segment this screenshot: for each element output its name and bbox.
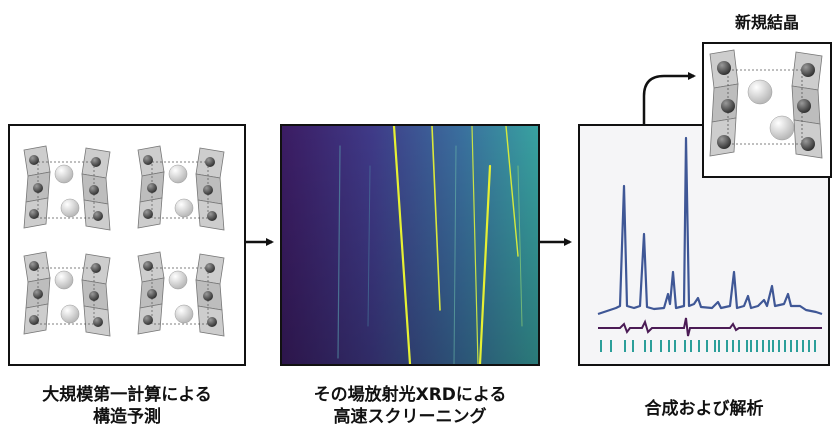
new-crystal-panel — [702, 42, 832, 178]
analysis-caption: 合成および解析 — [644, 399, 764, 419]
xrd-screening-panel — [280, 124, 540, 366]
new-crystal-caption: 新規結晶 — [734, 13, 799, 32]
xrd-peak-line — [431, 126, 441, 311]
curved-arrow-icon — [642, 72, 696, 124]
prediction-caption-line-1: 大規模第一計算による — [42, 385, 212, 405]
screening-caption-line-1: その場放射光XRDによる — [313, 385, 507, 405]
prediction-caption: 大規模第一計算による 構造予測 — [8, 384, 246, 428]
diffraction-pattern-line — [597, 136, 823, 316]
xrd-peak-line — [392, 126, 412, 364]
diffraction-pattern-plot — [597, 136, 823, 352]
xrd-peak-line — [505, 126, 519, 257]
xrd-peak-line — [478, 164, 492, 364]
screening-caption-line-2: 高速スクリーニング — [333, 407, 487, 427]
difference-line — [598, 317, 822, 337]
structure-prediction-panel — [8, 124, 246, 366]
screening-caption: その場放射光XRDによる 高速スクリーニング — [280, 384, 540, 428]
prediction-caption-line-2: 構造予測 — [93, 407, 161, 427]
xrd-peak-line — [471, 126, 479, 364]
new-crystal-structure — [709, 49, 823, 159]
bragg-tick-marks — [600, 340, 816, 352]
xrd-heatmap — [282, 126, 538, 364]
